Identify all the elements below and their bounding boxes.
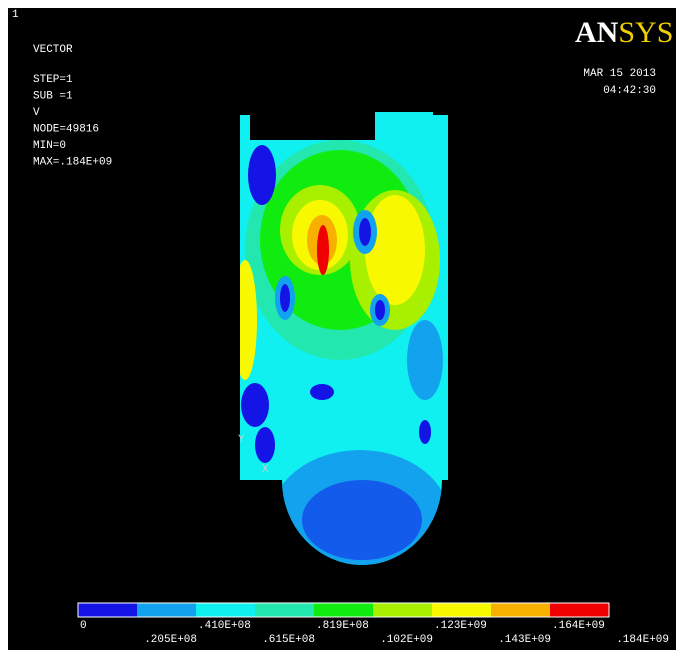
legend-label: .205E+08 — [144, 634, 197, 646]
time: 04:42:30 — [603, 85, 656, 97]
legend-label: .184E+09 — [616, 634, 669, 646]
legend-swatch — [491, 603, 550, 617]
legend-label: .143E+09 — [498, 634, 551, 646]
info-line: STEP=1 — [33, 74, 73, 86]
date: MAR 15 2013 — [583, 68, 656, 80]
info-line: V — [33, 107, 40, 119]
screen: 1 VECTOR STEP=1 SUB =1 V NODE=49816 MIN=0 MAX… — [0, 0, 684, 661]
logo-an: AN — [575, 16, 619, 49]
legend-swatch — [137, 603, 196, 617]
legend-label: .819E+08 — [316, 620, 369, 632]
info-line: NODE=49816 — [33, 124, 99, 136]
logo: ANSYS — [575, 16, 673, 49]
logo-sys: SYS — [618, 16, 673, 49]
legend-label: .102E+09 — [380, 634, 433, 646]
legend-swatch — [373, 603, 432, 617]
window-number: 1 — [12, 9, 19, 21]
legend-swatch — [196, 603, 255, 617]
legend-swatch — [314, 603, 373, 617]
info-line: MIN=0 — [33, 140, 66, 152]
legend-swatch — [432, 603, 491, 617]
info-line: SUB =1 — [33, 91, 73, 103]
info-line: MAX=.184E+09 — [33, 157, 112, 169]
page: 1 VECTOR STEP=1 SUB =1 V NODE=49816 MIN=0 MAX… — [0, 0, 684, 661]
legend-label: .410E+08 — [198, 620, 251, 632]
legend-swatch — [255, 603, 314, 617]
plot-type: VECTOR — [33, 44, 73, 56]
legend-swatch — [550, 603, 609, 617]
axis-x: X — [262, 464, 269, 476]
legend-label: .164E+09 — [552, 620, 605, 632]
legend-label: .123E+09 — [434, 620, 487, 632]
legend-label: 0 — [80, 620, 87, 632]
axis-y: Y — [238, 434, 245, 446]
legend-swatch — [78, 603, 137, 617]
legend-label: .615E+08 — [262, 634, 315, 646]
